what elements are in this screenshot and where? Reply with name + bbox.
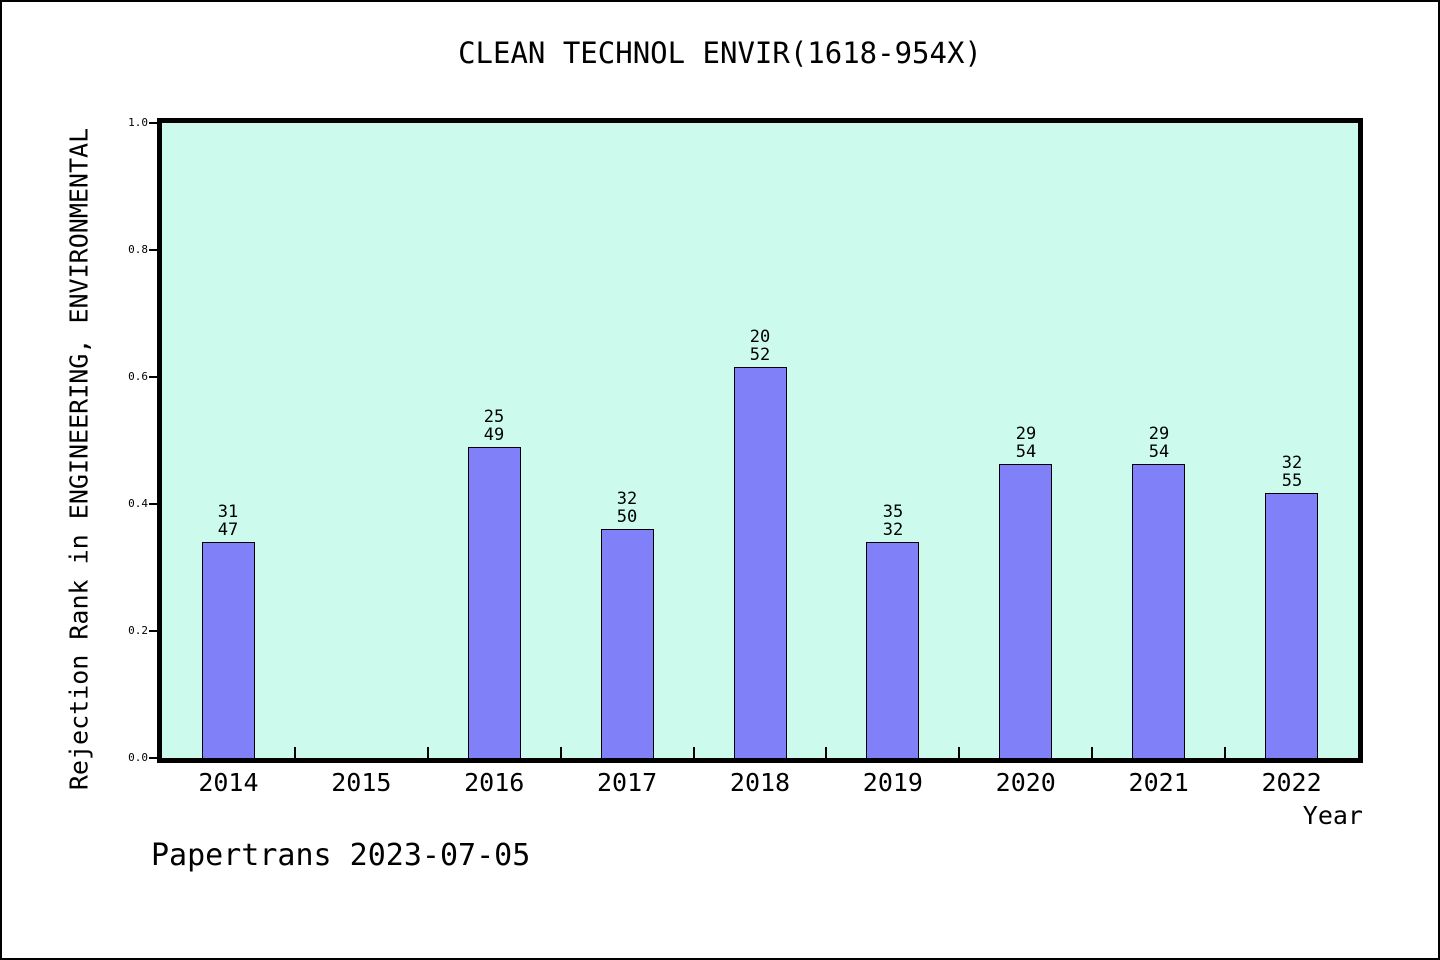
bar-value-label: 35 32 bbox=[882, 502, 904, 540]
bar-2022 bbox=[1265, 493, 1318, 758]
x-tick-mark bbox=[1091, 747, 1094, 758]
x-tick-mark bbox=[1224, 747, 1227, 758]
plot-area: 31 47 25 49 32 50 20 52 35 32 29 54 29 54 32 55 bbox=[157, 118, 1363, 763]
x-tick-label: 2016 bbox=[464, 768, 525, 797]
x-axis-label: Year bbox=[1302, 801, 1363, 830]
y-tick-label: 0.8 bbox=[128, 243, 148, 256]
bar-2017 bbox=[601, 529, 654, 758]
y-tick-mark bbox=[149, 249, 158, 251]
x-tick-label: 2019 bbox=[862, 768, 923, 797]
y-tick-mark bbox=[149, 630, 158, 632]
x-tick-mark bbox=[825, 747, 828, 758]
x-tick-mark bbox=[692, 747, 695, 758]
x-tick-label: 2014 bbox=[198, 768, 259, 797]
y-axis-label: Rejection Rank in ENGINEERING, ENVIRONME… bbox=[64, 127, 94, 791]
bar-2021 bbox=[1132, 464, 1185, 758]
y-tick-label: 0.4 bbox=[128, 497, 148, 510]
x-tick-label: 2015 bbox=[331, 768, 392, 797]
x-tick-mark bbox=[426, 747, 429, 758]
bar-value-label: 31 47 bbox=[217, 502, 239, 540]
x-tick-label: 2021 bbox=[1128, 768, 1189, 797]
y-tick-label: 0.6 bbox=[128, 370, 148, 383]
bar-value-label: 29 54 bbox=[1148, 424, 1170, 462]
x-tick-mark bbox=[958, 747, 961, 758]
y-tick-label: 0.0 bbox=[128, 751, 148, 764]
bar-value-label: 25 49 bbox=[483, 407, 505, 445]
bar-value-label: 32 50 bbox=[616, 489, 638, 527]
bar-2020 bbox=[999, 464, 1052, 758]
bar-2019 bbox=[866, 542, 919, 758]
x-tick-mark bbox=[559, 747, 562, 758]
x-tick-label: 2018 bbox=[729, 768, 791, 797]
x-tick-label: 2022 bbox=[1261, 768, 1322, 797]
x-tick-mark bbox=[293, 747, 296, 758]
chart-title: CLEAN TECHNOL ENVIR(1618-954X) bbox=[458, 36, 982, 70]
y-tick-mark bbox=[149, 503, 158, 505]
watermark-text: Papertrans 2023-07-05 bbox=[151, 838, 531, 873]
bar-2018 bbox=[734, 367, 787, 758]
bar-2016 bbox=[468, 447, 521, 758]
y-tick-label: 0.2 bbox=[128, 624, 148, 637]
bar-value-label: 20 52 bbox=[749, 327, 771, 365]
x-tick-label: 2020 bbox=[995, 768, 1056, 797]
bar-2014 bbox=[202, 542, 255, 758]
y-tick-mark bbox=[149, 757, 158, 759]
bar-value-label: 32 55 bbox=[1281, 453, 1303, 491]
y-tick-label: 1.0 bbox=[128, 116, 148, 129]
x-tick-label: 2017 bbox=[597, 768, 658, 797]
bar-value-label: 29 54 bbox=[1015, 424, 1037, 462]
y-tick-mark bbox=[149, 122, 158, 124]
y-tick-mark bbox=[149, 376, 158, 378]
